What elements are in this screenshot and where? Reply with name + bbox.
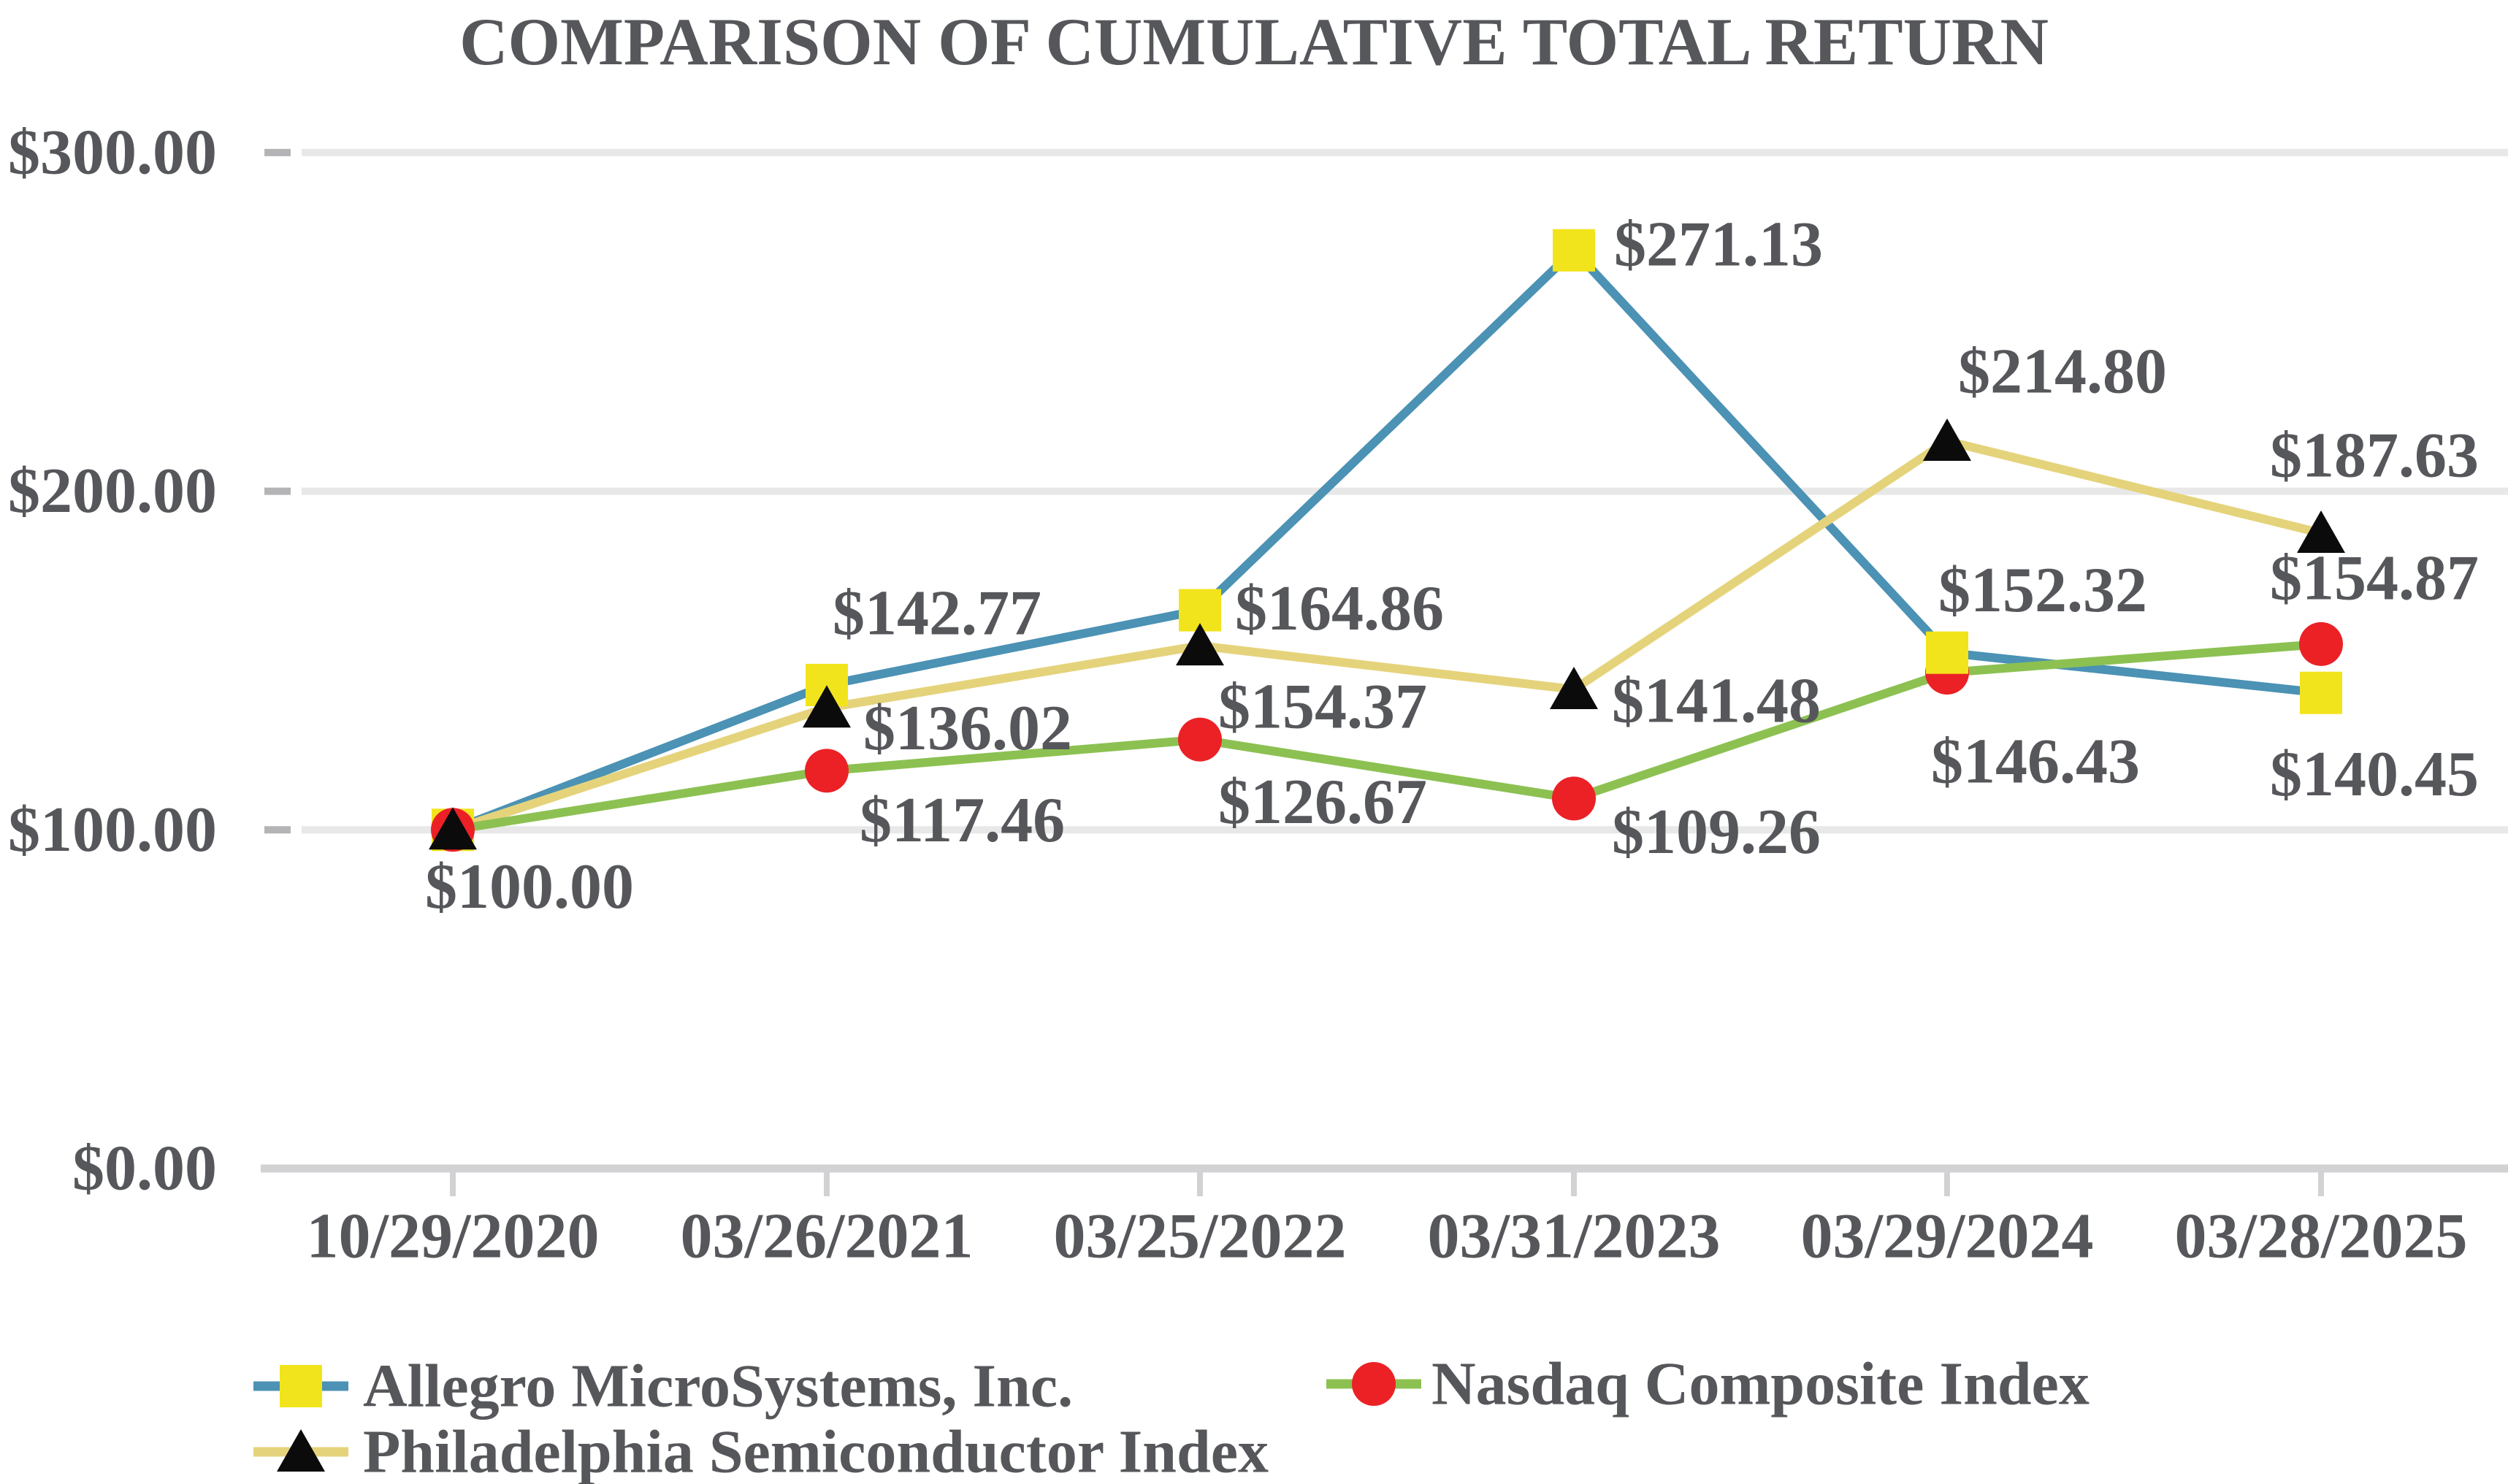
- grid-layer: [261, 148, 2508, 1196]
- series-line-allegro-microsystems-inc[interactable]: [451, 244, 2322, 834]
- series-line-philadelphia-semiconductor-index[interactable]: [451, 436, 2322, 835]
- chart-title: COMPARISON OF CUMULATIVE TOTAL RETURN: [459, 4, 2049, 79]
- marker-circle-03-28-2025[interactable]: [2299, 621, 2343, 666]
- marker-layer: [429, 229, 2345, 852]
- data-label-philadelphia-semiconductor-index-03-25-2022: $154.37: [1218, 672, 1427, 743]
- data-label-allegro-microsystems-inc-03-28-2025: $140.45: [2270, 739, 2479, 810]
- x-axis-label-03-31-2023: 03/31/2023: [1428, 1201, 1721, 1272]
- marker-triangle-03-29-2024[interactable]: [1923, 418, 1971, 461]
- x-axis-label-03-26-2021: 03/26/2021: [681, 1201, 974, 1272]
- series-line-nasdaq-composite-index[interactable]: [452, 639, 2322, 835]
- marker-square-03-31-2023[interactable]: [1553, 229, 1595, 272]
- marker-triangle-03-31-2023[interactable]: [1550, 666, 1598, 709]
- y-axis-label-300-00: $300.00: [8, 117, 217, 188]
- data-label-allegro-microsystems-inc-03-26-2021: $142.77: [833, 578, 1041, 649]
- marker-circle-03-25-2022[interactable]: [1178, 717, 1222, 762]
- x-axis-label-10-29-2020: 10/29/2020: [307, 1201, 600, 1272]
- marker-circle-03-26-2021[interactable]: [805, 749, 849, 793]
- data-label-philadelphia-semiconductor-index-03-29-2024: $214.80: [1958, 336, 2167, 407]
- chart-legend: Allegro MicroSystems, Inc. Nasdaq Composi…: [253, 1350, 2090, 1484]
- legend-circle-icon[interactable]: [1352, 1362, 1396, 1406]
- data-label-layer: $142.77 $164.86 $271.13 $152.32 $140.45 $117.…: [425, 209, 2479, 922]
- data-label-allegro-microsystems-inc-03-25-2022: $164.86: [1235, 573, 1444, 644]
- marker-triangle-03-28-2025[interactable]: [2297, 510, 2345, 553]
- axis-label-layer: $0.00 $100.00 $200.00 $300.00 10/29/2020 03/2…: [8, 117, 2467, 1271]
- marker-circle-03-31-2023[interactable]: [1552, 776, 1596, 821]
- y-axis-label-200-00: $200.00: [8, 456, 217, 527]
- marker-triangle-03-25-2022[interactable]: [1176, 623, 1224, 666]
- data-label-philadelphia-semiconductor-index-03-31-2023: $141.48: [1612, 665, 1821, 736]
- legend-square-icon[interactable]: [280, 1365, 322, 1407]
- line-layer: [451, 244, 2322, 835]
- legend-item-philadelphia-semiconductor-index[interactable]: Philadelphia Semiconductor Index: [253, 1418, 1269, 1484]
- legend-label-nasdaq-composite-index: Nasdaq Composite Index: [1431, 1350, 2090, 1418]
- marker-triangle-10-29-2020[interactable]: [429, 807, 477, 850]
- legend-label-allegro-microsystems-inc: Allegro MicroSystems, Inc.: [363, 1353, 1073, 1420]
- data-label-start-100: $100.00: [425, 852, 634, 922]
- data-label-nasdaq-composite-index-03-28-2025: $154.87: [2270, 543, 2479, 613]
- data-label-allegro-microsystems-inc-03-31-2023: $271.13: [1614, 209, 1823, 280]
- x-axis-label-03-25-2022: 03/25/2022: [1054, 1201, 1347, 1272]
- data-label-philadelphia-semiconductor-index-03-26-2021: $136.02: [863, 693, 1072, 764]
- legend-triangle-icon[interactable]: [277, 1429, 325, 1472]
- y-axis-label-0-00: $0.00: [72, 1133, 217, 1204]
- x-axis-label-03-28-2025: 03/28/2025: [2175, 1201, 2468, 1272]
- marker-square-03-29-2024[interactable]: [1926, 631, 1968, 674]
- x-axis-label-03-29-2024: 03/29/2024: [1801, 1201, 2094, 1272]
- data-label-nasdaq-composite-index-03-26-2021: $117.46: [860, 785, 1065, 856]
- marker-square-03-28-2025[interactable]: [2300, 671, 2342, 714]
- data-label-allegro-microsystems-inc-03-29-2024: $152.32: [1938, 555, 2147, 626]
- data-label-philadelphia-semiconductor-index-03-28-2025: $187.63: [2270, 420, 2479, 491]
- data-label-nasdaq-composite-index-03-25-2022: $126.67: [1218, 767, 1427, 838]
- data-label-nasdaq-composite-index-03-31-2023: $109.26: [1612, 797, 1821, 868]
- legend-item-allegro-microsystems-inc[interactable]: Allegro MicroSystems, Inc.: [253, 1353, 1073, 1420]
- legend-item-nasdaq-composite-index[interactable]: Nasdaq Composite Index: [1326, 1350, 2090, 1418]
- data-label-nasdaq-composite-index-03-29-2024: $146.43: [1931, 727, 2140, 798]
- marker-triangle-03-26-2021[interactable]: [803, 685, 851, 728]
- y-axis-label-100-00: $100.00: [8, 795, 217, 865]
- legend-label-philadelphia-semiconductor-index: Philadelphia Semiconductor Index: [363, 1418, 1269, 1484]
